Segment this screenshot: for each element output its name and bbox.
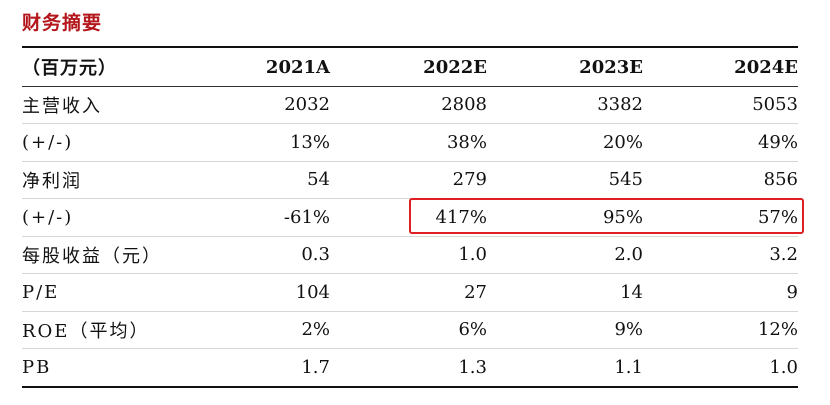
table-top-rule — [22, 46, 798, 48]
section-title: 财务摘要 — [22, 12, 103, 34]
table-cell: 1.3 — [458, 356, 487, 378]
table-cell: 20% — [487, 123, 643, 162]
table-cell: 104 — [172, 273, 330, 312]
table-cell: 1.1 — [614, 356, 643, 378]
table-cell: 1.7 — [301, 356, 330, 378]
table-row-eps: 每股收益（元） 0.3 1.0 2.0 3.2 — [22, 236, 798, 274]
table-header-row: （百万元） 2021A 2022E 2023E 2024E — [22, 49, 798, 87]
table-bottom-rule — [22, 386, 798, 388]
header-year-2023e: 2023E — [487, 49, 643, 87]
table-cell: 3.2 — [643, 236, 798, 274]
table-row-roe: ROE（平均） 2% 6% 9% 12% — [22, 311, 798, 349]
table-cell: 2.0 — [487, 236, 643, 274]
table-cell: -61% — [172, 198, 330, 237]
table-cell: 12% — [643, 311, 798, 349]
table-cell: 95% — [487, 198, 643, 237]
table-row-pe: P/E 104 27 14 9 — [22, 273, 798, 312]
row-label: 主营收入 — [22, 86, 172, 124]
table-cell: 13% — [172, 123, 330, 162]
table-cell: 2032 — [172, 86, 330, 124]
row-label: (+/-) — [22, 123, 172, 162]
table-cell: 54 — [172, 161, 330, 199]
table-cell: 2% — [172, 311, 330, 349]
table-row-net-profit-growth: (+/-) -61% 417% 95% 57% — [22, 198, 798, 237]
row-label: 每股收益（元） — [22, 236, 172, 274]
table-cell: 417% — [330, 198, 487, 237]
header-year-2021a: 2021A — [172, 49, 330, 87]
table-cell: 1.0 — [330, 236, 487, 274]
table-cell: 3382 — [487, 86, 643, 124]
financial-summary-table: （百万元） 2021A 2022E 2023E 2024E 主营收入 2032 … — [22, 49, 798, 386]
table-cell: 38% — [330, 123, 487, 162]
table-cell: 545 — [487, 161, 643, 199]
table-cell: 6% — [330, 311, 487, 349]
table-cell: 9% — [487, 311, 643, 349]
row-label: PB — [22, 356, 52, 378]
table-row-pb: PB 1.7 1.3 1.1 1.0 — [22, 349, 798, 386]
table-cell: 279 — [330, 161, 487, 199]
table-cell: 1.0 — [769, 356, 798, 378]
table-cell: 2808 — [330, 86, 487, 124]
table-row-net-profit: 净利润 54 279 545 856 — [22, 161, 798, 199]
header-unit: （百万元） — [22, 49, 172, 87]
row-label: ROE（平均） — [22, 311, 172, 349]
table-row-revenue: 主营收入 2032 2808 3382 5053 — [22, 86, 798, 124]
table-cell: 0.3 — [172, 236, 330, 274]
row-label: 净利润 — [22, 161, 172, 199]
table-cell: 14 — [487, 273, 643, 312]
table-cell: 49% — [643, 123, 798, 162]
table-cell: 9 — [643, 273, 798, 312]
header-year-2022e: 2022E — [330, 49, 487, 87]
table-cell: 27 — [330, 273, 487, 312]
table-cell: 57% — [643, 198, 798, 237]
row-label: P/E — [22, 273, 172, 312]
table-row-revenue-growth: (+/-) 13% 38% 20% 49% — [22, 123, 798, 162]
header-year-2024e: 2024E — [643, 49, 798, 87]
table-cell: 5053 — [643, 86, 798, 124]
row-label: (+/-) — [22, 198, 172, 237]
table-cell: 856 — [643, 161, 798, 199]
